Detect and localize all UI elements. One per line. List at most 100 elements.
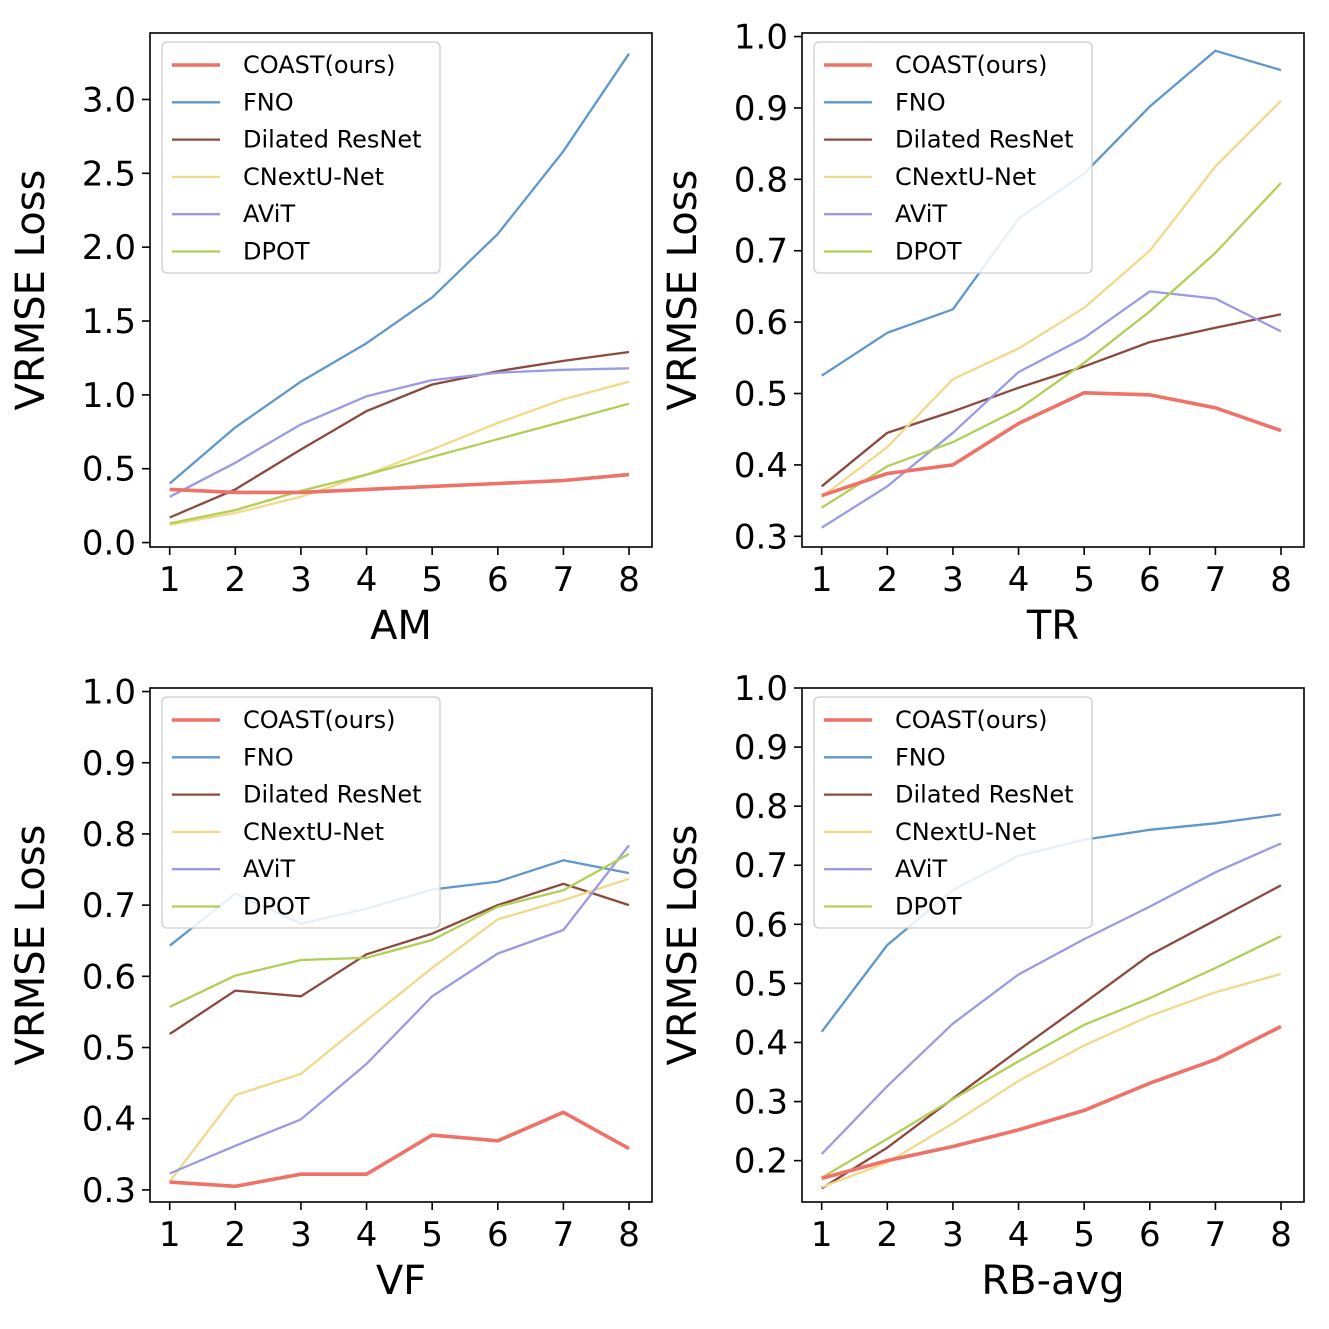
chart-panel-3: 1 2 3 4 5 6 7 8 0.3 0.4 0.5 0.6 0.7 0.8 0.9 1.0 VF VRMSE … <box>8 673 653 1304</box>
x-tick-label: 5 <box>1073 560 1095 600</box>
x-tick-label: 8 <box>1270 560 1292 600</box>
x-tick-label: 5 <box>1073 1215 1095 1255</box>
y-axis-label: VRMSE Loss <box>660 170 706 411</box>
legend-label-avit: AViT <box>895 200 947 228</box>
legend-label-dilated-resnet: Dilated ResNet <box>243 781 422 809</box>
series-line-dpot <box>821 182 1282 509</box>
y-tick-label: 0.5 <box>734 964 788 1004</box>
chart-panel-4: 1 2 3 4 5 6 7 8 0.2 0.3 0.4 0.5 0.6 0.7 0.8 0.9 1.0 RB-av… <box>660 669 1305 1304</box>
x-tick-label: 7 <box>1205 560 1227 600</box>
x-tick-label: 2 <box>224 560 246 600</box>
y-tick-label: 1.0 <box>82 376 136 416</box>
legend-label-avit: AViT <box>243 200 295 228</box>
y-tick-label: 0.9 <box>82 744 136 784</box>
series-line-dpot <box>169 402 630 525</box>
x-tick-label: 6 <box>1139 1215 1161 1255</box>
plot-frame <box>149 32 653 548</box>
y-tick-label: 0.8 <box>82 815 136 855</box>
legend-label-dpot: DPOT <box>243 893 310 921</box>
legend-label-dilated-resnet: Dilated ResNet <box>895 126 1074 154</box>
series-line-dpot <box>821 935 1282 1179</box>
x-tick-label: 3 <box>290 1215 312 1255</box>
legend-label-dilated-resnet: Dilated ResNet <box>895 781 1074 809</box>
y-tick-label: 0.5 <box>734 375 788 415</box>
legend-label-avit: AViT <box>243 855 295 883</box>
legend: COAST(ours) FNO Dilated ResNet CNextU-Net AV… <box>161 41 441 274</box>
series-line-avit <box>820 842 1282 1155</box>
legend-label-avit: AViT <box>895 855 947 883</box>
legend-label-dpot: DPOT <box>895 893 962 921</box>
x-tick-label: 4 <box>1008 560 1030 600</box>
x-tick-label: 8 <box>618 1215 640 1255</box>
y-tick-label: 0.8 <box>734 160 788 200</box>
y-tick-label: 0.6 <box>734 303 788 343</box>
y-tick-label: 0.7 <box>734 846 788 886</box>
plot-frame <box>801 687 1305 1203</box>
series-line-fno <box>168 53 630 485</box>
series-line-dilated-resnet <box>820 313 1282 488</box>
x-tick-label: 2 <box>876 560 898 600</box>
legend-label-coast-ours: COAST(ours) <box>895 706 1048 734</box>
series-line-cnextu-net <box>821 99 1282 498</box>
x-tick-label: 2 <box>876 1215 898 1255</box>
y-tick-label: 0.7 <box>734 232 788 272</box>
y-tick-label: 0.5 <box>82 1029 136 1069</box>
series-line-avit <box>169 844 630 1175</box>
legend-label-fno: FNO <box>895 88 946 116</box>
series-line-avit <box>821 290 1282 529</box>
x-tick-label: 2 <box>224 1215 246 1255</box>
x-axis-label: VF <box>376 1258 426 1304</box>
y-axis-label: VRMSE Loss <box>8 825 54 1066</box>
y-tick-label: 2.5 <box>82 154 136 194</box>
series-line-dilated-resnet <box>821 884 1282 1190</box>
chart-panel-1: 1 2 3 4 5 6 7 8 0.0 0.5 1.0 1.5 2.0 2.5 3.0 AM VRMSE Los… <box>8 32 653 649</box>
x-tick-label: 1 <box>811 560 833 600</box>
y-tick-label: 0.9 <box>734 728 788 768</box>
series-line-coast-ours <box>169 1110 630 1189</box>
legend-label-cnextu-net: CNextU-Net <box>243 163 384 191</box>
legend: COAST(ours) FNO Dilated ResNet CNextU-Net AV… <box>813 696 1093 929</box>
legend-label-dilated-resnet: Dilated ResNet <box>243 126 422 154</box>
y-tick-label: 0.6 <box>82 957 136 997</box>
y-tick-label: 0.9 <box>734 89 788 129</box>
legend-label-cnextu-net: CNextU-Net <box>243 818 384 846</box>
x-tick-label: 4 <box>356 1215 378 1255</box>
y-tick-label: 0.4 <box>82 1100 136 1140</box>
legend-label-coast-ours: COAST(ours) <box>243 51 396 79</box>
series-line-cnextu-net <box>169 380 630 526</box>
x-axis-label: TR <box>1026 603 1079 649</box>
legend-label-dpot: DPOT <box>243 238 310 266</box>
x-tick-label: 3 <box>942 1215 964 1255</box>
x-tick-label: 5 <box>421 1215 443 1255</box>
legend-label-fno: FNO <box>243 743 294 771</box>
series-line-cnextu-net <box>821 972 1282 1189</box>
x-tick-label: 8 <box>1270 1215 1292 1255</box>
x-tick-label: 5 <box>421 560 443 600</box>
legend: COAST(ours) FNO Dilated ResNet CNextU-Net AV… <box>813 41 1093 274</box>
x-tick-label: 1 <box>159 560 181 600</box>
y-tick-label: 3.0 <box>82 80 136 120</box>
plot-frame <box>801 32 1305 548</box>
x-tick-label: 3 <box>290 560 312 600</box>
series-line-dilated-resnet <box>169 882 630 1035</box>
y-tick-label: 0.8 <box>734 787 788 827</box>
legend-box <box>813 696 1093 929</box>
y-tick-label: 0.3 <box>734 1083 788 1123</box>
legend-label-fno: FNO <box>243 88 294 116</box>
y-tick-label: 0.2 <box>734 1142 788 1182</box>
legend: COAST(ours) FNO Dilated ResNet CNextU-Net AV… <box>161 696 441 929</box>
y-tick-label: 2.0 <box>82 228 136 268</box>
y-tick-label: 0.6 <box>734 905 788 945</box>
y-axis-label: VRMSE Loss <box>660 825 706 1066</box>
x-tick-label: 3 <box>942 560 964 600</box>
legend-label-coast-ours: COAST(ours) <box>895 51 1048 79</box>
x-tick-label: 6 <box>487 560 509 600</box>
y-tick-label: 1.0 <box>734 669 788 709</box>
series-line-avit <box>169 367 630 498</box>
legend-box <box>161 41 441 274</box>
y-axis-label: VRMSE Loss <box>8 170 54 411</box>
x-tick-label: 6 <box>487 1215 509 1255</box>
legend-label-fno: FNO <box>895 743 946 771</box>
y-tick-label: 1.0 <box>734 18 788 58</box>
